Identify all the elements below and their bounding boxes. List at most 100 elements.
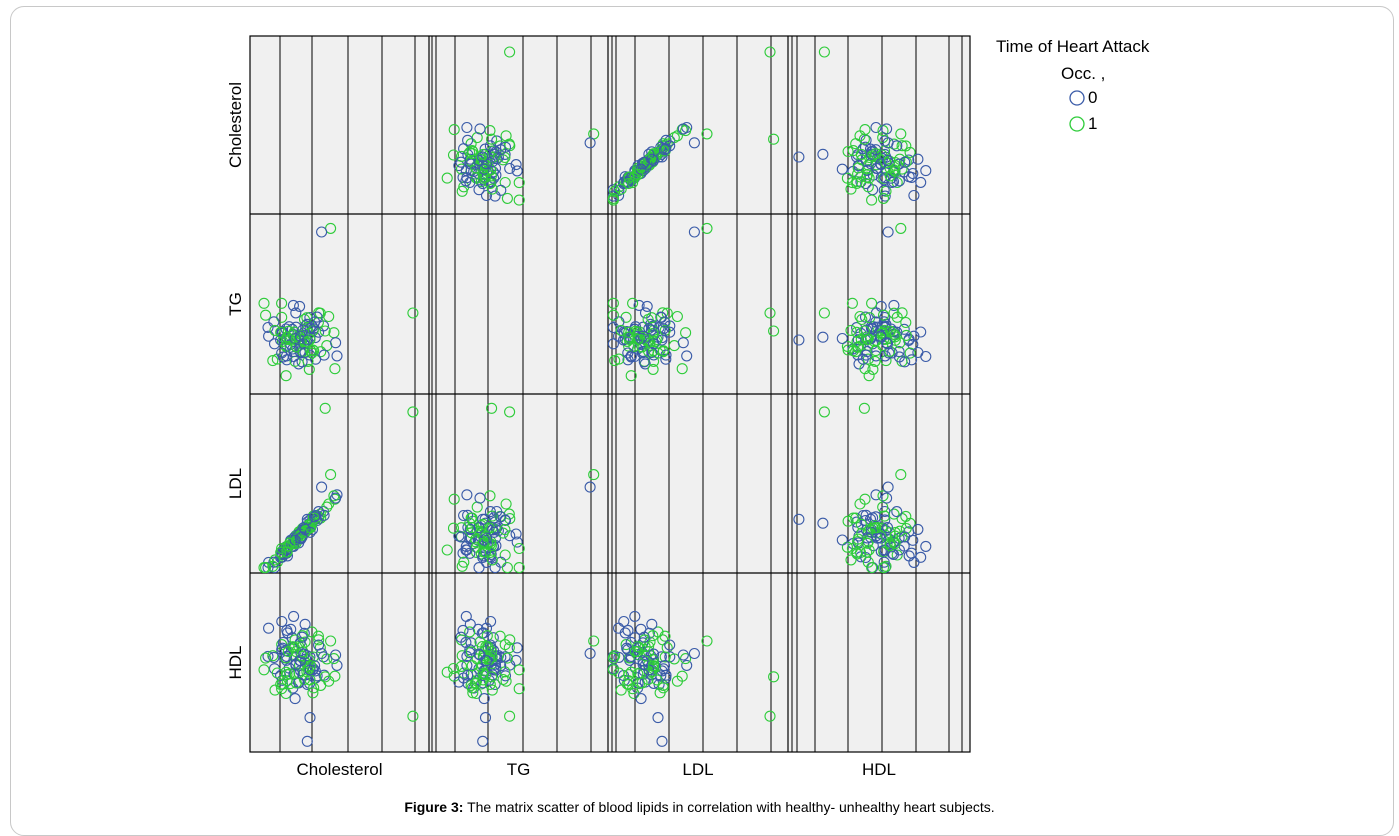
point-ldl-vs-hdl-110 (818, 406, 830, 418)
point-ldl-vs-hdl-86 (866, 562, 878, 574)
point-ldl-vs-tg-113 (486, 402, 498, 414)
point-tg-vs-cholesterol-33 (275, 334, 287, 346)
caption-text: The matrix scatter of blood lipids in co… (463, 799, 995, 815)
legend: Time of Heart Attack Occ. , 0 1 (996, 37, 1150, 133)
point-tg-vs-ldl-108 (658, 316, 671, 328)
point-tg-vs-ldl-66 (681, 350, 693, 362)
figure-caption: Figure 3: The matrix scatter of blood li… (0, 799, 1399, 815)
point-ldl-vs-tg-86 (513, 562, 525, 574)
point-hdl-vs-cholesterol-60 (268, 651, 280, 663)
point-ldl-vs-hdl-100 (836, 534, 848, 546)
point-hdl-vs-cholesterol-109 (305, 660, 317, 672)
point-tg-vs-ldl-114 (656, 334, 668, 346)
point-cholesterol-vs-tg-34 (504, 162, 516, 175)
point-hdl-vs-tg-113 (486, 671, 498, 683)
point-tg-vs-cholesterol-66 (331, 350, 343, 362)
point-hdl-vs-cholesterol-78 (260, 652, 272, 664)
point-hdl-vs-cholesterol-111 (325, 635, 337, 647)
point-tg-vs-ldl-113 (768, 325, 780, 337)
point-hdl-vs-ldl-60 (613, 651, 625, 663)
point-hdl-vs-ldl-78 (607, 652, 619, 664)
point-ldl-vs-cholesterol-99 (330, 492, 342, 504)
point-tg-vs-hdl-113 (858, 325, 870, 337)
point-ldl-vs-tg-60 (495, 556, 507, 568)
point-ldl-vs-hdl-75 (852, 533, 864, 545)
point-cholesterol-vs-ldl-100 (635, 163, 647, 175)
point-hdl-vs-cholesterol-86 (258, 664, 270, 676)
point-cholesterol-vs-tg-78 (501, 192, 513, 204)
point-cholesterol-vs-tg-103 (464, 153, 476, 165)
point-cholesterol-vs-hdl-86 (866, 194, 878, 206)
point-tg-vs-cholesterol-103 (299, 346, 311, 359)
point-hdl-vs-cholesterol-108 (309, 660, 321, 672)
point-ldl-vs-cholesterol-105 (276, 542, 288, 555)
point-tg-vs-hdl-78 (877, 309, 890, 321)
point-ldl-vs-cholesterol-86 (258, 562, 270, 574)
point-ldl-vs-hdl-103 (912, 523, 924, 535)
point-hdl-vs-ldl-114 (656, 735, 668, 747)
point-cholesterol-vs-hdl-44 (908, 189, 920, 202)
point-hdl-vs-tg-68 (485, 615, 497, 628)
point-hdl-vs-ldl-70 (637, 668, 649, 680)
point-ldl-vs-hdl-46 (863, 544, 875, 556)
point-tg-vs-ldl-71 (615, 324, 627, 336)
point-ldl-vs-hdl-70 (861, 532, 873, 544)
point-tg-vs-hdl-103 (912, 346, 924, 359)
point-cholesterol-vs-ldl-112 (688, 137, 700, 149)
point-cholesterol-vs-hdl-47 (880, 185, 892, 197)
point-tg-vs-hdl-90 (857, 353, 869, 365)
point-hdl-vs-cholesterol-110 (407, 710, 419, 722)
point-ldl-vs-tg-91 (455, 522, 468, 534)
point-tg-vs-cholesterol-86 (258, 297, 270, 309)
point-ldl-vs-tg-104 (488, 526, 500, 538)
point-ldl-vs-cholesterol-89 (323, 498, 335, 510)
point-ldl-vs-tg-11 (511, 536, 523, 548)
point-tg-vs-cholesterol-90 (310, 353, 322, 365)
point-ldl-vs-tg-9 (473, 562, 485, 574)
y-label-cholesterol: Cholesterol (226, 82, 245, 168)
point-hdl-vs-ldl-81 (623, 678, 635, 690)
point-tg-vs-cholesterol-60 (268, 316, 280, 328)
point-cholesterol-vs-ldl-99 (677, 123, 689, 135)
point-ldl-vs-tg-111 (588, 469, 600, 481)
legend-marker-1 (1069, 116, 1085, 132)
point-tg-vs-ldl-101 (651, 334, 663, 346)
point-ldl-vs-hdl-92 (884, 540, 896, 552)
point-tg-vs-cholesterol-47 (267, 355, 279, 367)
point-ldl-vs-tg-101 (477, 518, 489, 530)
point-cholesterol-vs-ldl-113 (768, 133, 780, 145)
point-hdl-vs-tg-45 (499, 670, 512, 682)
point-tg-vs-cholesterol-109 (305, 345, 317, 357)
point-hdl-vs-tg-44 (480, 622, 493, 634)
point-ldl-vs-hdl-82 (879, 510, 891, 522)
point-hdl-vs-tg-36 (487, 632, 499, 644)
point-cholesterol-vs-hdl-16 (842, 145, 854, 158)
point-hdl-vs-cholesterol-107 (308, 682, 320, 694)
point-ldl-vs-tg-112 (584, 481, 596, 493)
point-tg-vs-ldl-78 (607, 309, 619, 321)
point-hdl-vs-tg-69 (464, 644, 476, 656)
point-cholesterol-vs-hdl-37 (891, 176, 903, 189)
point-hdl-vs-cholesterol-43 (288, 610, 300, 622)
point-cholesterol-vs-tg-71 (486, 183, 498, 195)
point-cholesterol-vs-tg-81 (484, 177, 496, 190)
point-cholesterol-vs-hdl-75 (852, 162, 864, 174)
point-hdl-vs-tg-97 (447, 662, 460, 675)
point-ldl-vs-tg-51 (458, 556, 470, 568)
point-hdl-vs-tg-37 (499, 639, 511, 651)
point-hdl-vs-tg-71 (486, 684, 498, 696)
point-cholesterol-vs-ldl-107 (657, 145, 669, 157)
point-tg-vs-ldl-87 (676, 363, 688, 375)
point-hdl-vs-cholesterol-106 (284, 668, 296, 680)
point-ldl-vs-hdl-37 (891, 549, 903, 561)
point-tg-vs-hdl-36 (898, 323, 910, 335)
point-ldl-vs-cholesterol-81 (275, 546, 287, 558)
point-ldl-vs-tg-71 (486, 554, 498, 566)
point-tg-vs-hdl-82 (879, 324, 891, 336)
point-cholesterol-vs-hdl-68 (915, 176, 927, 188)
point-ldl-vs-cholesterol-29 (315, 512, 327, 524)
point-hdl-vs-cholesterol-113 (319, 671, 331, 683)
point-ldl-vs-hdl-43 (920, 540, 932, 552)
point-cholesterol-vs-hdl-114 (793, 151, 805, 163)
point-tg-vs-cholesterol-41 (298, 313, 311, 326)
